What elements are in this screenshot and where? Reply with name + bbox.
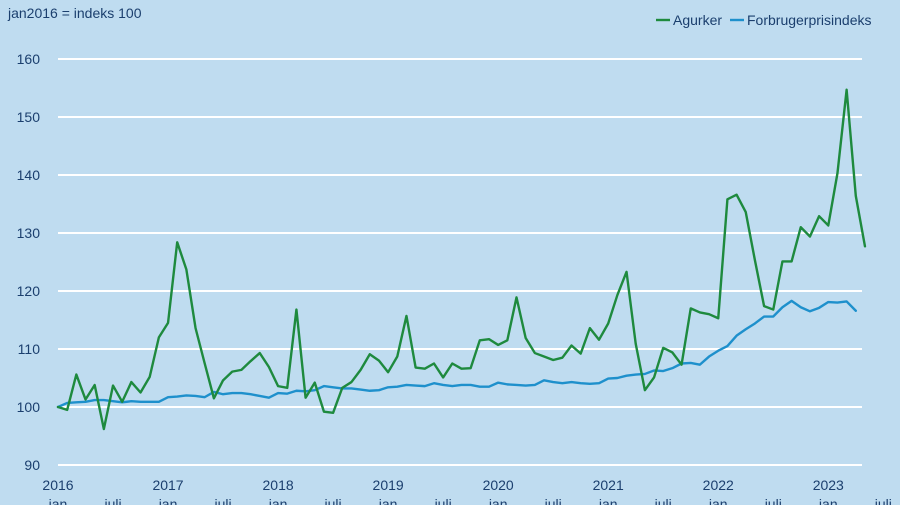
- x-tick-month: juli: [103, 496, 121, 505]
- legend-label: Agurker: [673, 12, 722, 28]
- x-tick-month: juli: [544, 496, 562, 505]
- x-tick-month: juli: [654, 496, 672, 505]
- x-tick-month: jan: [48, 496, 68, 505]
- x-tick-month: juli: [434, 496, 452, 505]
- series-line-forbrugerprisindeks: [56, 299, 857, 409]
- x-tick-month: jan: [158, 496, 178, 505]
- y-axis-label: jan2016 = indeks 100: [7, 5, 142, 21]
- y-tick-label: 150: [17, 109, 41, 125]
- x-tick-year: 2022: [703, 477, 734, 493]
- x-tick-month: juli: [764, 496, 782, 505]
- y-tick-label: 110: [18, 341, 41, 357]
- x-tick-month: jan: [378, 496, 398, 505]
- x-tick-year: 2017: [152, 477, 183, 493]
- series-lines: [56, 88, 867, 431]
- legend: Agurker Forbrugerprisindeks: [656, 12, 872, 28]
- y-tick-label: 140: [17, 167, 41, 183]
- x-tick-month: jan: [818, 496, 838, 505]
- x-tick-year: 2020: [483, 477, 514, 493]
- y-tick-label: 90: [24, 457, 40, 473]
- x-tick-year: 2019: [373, 477, 404, 493]
- x-tick-month: juli: [213, 496, 231, 505]
- x-tick-year: 2021: [593, 477, 624, 493]
- x-tick-year: 2016: [42, 477, 73, 493]
- x-tick-month: juli: [324, 496, 342, 505]
- y-tick-label: 120: [17, 283, 41, 299]
- y-axis-ticks: 90 100 110 120 130 140 150 160: [17, 51, 41, 473]
- gridlines: [58, 58, 862, 466]
- x-tick-month: jan: [708, 496, 728, 505]
- y-tick-label: 100: [17, 399, 41, 415]
- x-tick-year: 2018: [263, 477, 294, 493]
- x-tick-month: jan: [488, 496, 508, 505]
- x-tick-month: jan: [268, 496, 288, 505]
- y-tick-label: 130: [17, 225, 41, 241]
- x-axis-ticks: 2016 jan juli 2017 jan juli 2018 jan juli 2019 jan…: [42, 477, 891, 505]
- y-tick-label: 160: [17, 51, 41, 67]
- legend-label: Forbrugerprisindeks: [747, 12, 872, 28]
- series-line-agurker: [56, 88, 867, 431]
- x-tick-month: juli: [874, 496, 892, 505]
- x-tick-year: 2023: [813, 477, 844, 493]
- x-tick-month: jan: [598, 496, 618, 505]
